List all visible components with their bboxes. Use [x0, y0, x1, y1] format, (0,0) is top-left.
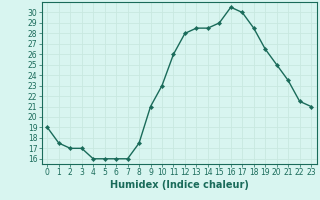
X-axis label: Humidex (Indice chaleur): Humidex (Indice chaleur)	[110, 180, 249, 190]
